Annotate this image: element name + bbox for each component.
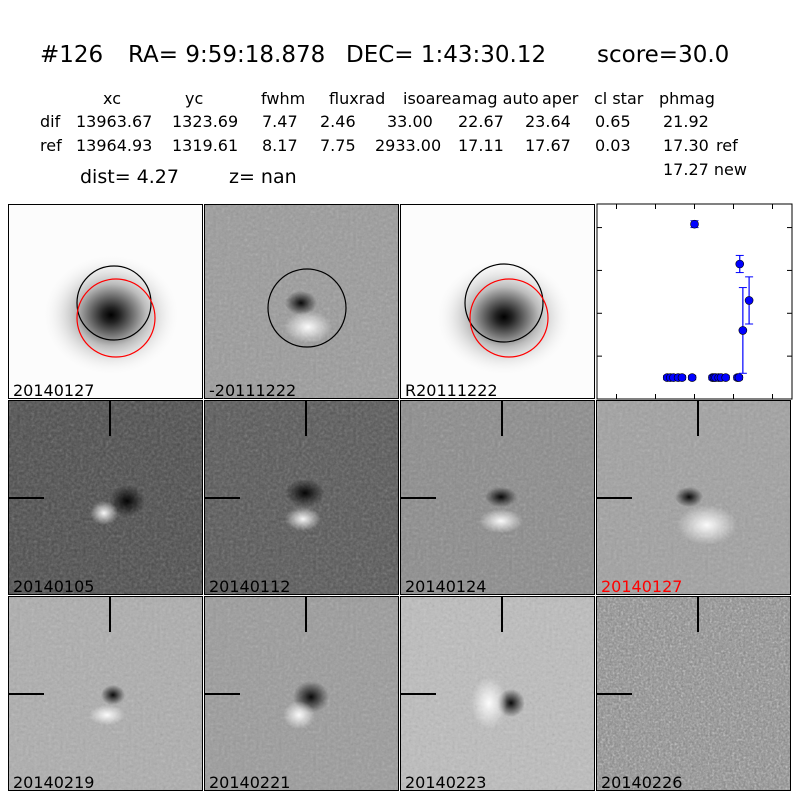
crosshair-vertical xyxy=(501,401,503,436)
table-cell: 13964.93 xyxy=(76,136,153,155)
table-cell: 2933.00 xyxy=(375,136,442,155)
column-header: phmag xyxy=(659,89,715,108)
row-suffix: ref xyxy=(716,136,738,155)
data-point xyxy=(690,219,699,229)
table-cell: 22.67 xyxy=(458,112,504,131)
table-cell: 23.64 xyxy=(525,112,571,131)
row-label: dif xyxy=(40,112,61,131)
cutout-panel: 20140127 xyxy=(596,400,791,595)
panel-label: 20140219 xyxy=(13,773,95,791)
crosshair-vertical xyxy=(109,401,111,436)
crosshair-vertical xyxy=(109,597,111,632)
crosshair-horizontal xyxy=(9,497,44,499)
data-point xyxy=(677,373,687,382)
crosshair-vertical xyxy=(697,401,699,436)
table-cell: 8.17 xyxy=(262,136,298,155)
difference-image-panel: -20111222 xyxy=(204,204,399,399)
table-cell: 0.65 xyxy=(595,112,631,131)
table-cell: 2.46 xyxy=(320,112,356,131)
panel-label: 20140105 xyxy=(13,577,95,595)
cutout-panel: 20140124 xyxy=(400,400,595,595)
row-label: ref xyxy=(40,136,62,155)
cutout-panel: 20140219 xyxy=(8,596,203,791)
dec-value: DEC= 1:43:30.12 xyxy=(346,42,547,68)
new-image-panel: 20140127 xyxy=(8,204,203,399)
panel-label: -20111222 xyxy=(209,381,297,399)
reference-circle xyxy=(76,265,152,341)
ra-value: RA= 9:59:18.878 xyxy=(128,42,326,68)
crosshair-horizontal xyxy=(401,497,436,499)
panel-label: 20140127 xyxy=(13,381,95,399)
panel-label: 20140112 xyxy=(209,577,291,595)
data-point xyxy=(687,373,697,382)
new-mag: 17.27 new xyxy=(663,160,747,179)
column-header: fwhm xyxy=(261,89,306,108)
panel-label: 20140223 xyxy=(405,773,487,791)
panel-label: 20140221 xyxy=(209,773,291,791)
column-header: yc xyxy=(185,89,204,108)
crosshair-vertical xyxy=(305,401,307,436)
data-point xyxy=(734,373,744,382)
cutout-panel: 20140221 xyxy=(204,596,399,791)
table-cell: 17.11 xyxy=(458,136,504,155)
column-header: mag auto xyxy=(462,89,539,108)
crosshair-horizontal xyxy=(205,693,240,695)
cutout-panel: 20140226 xyxy=(596,596,791,791)
light-curve-chart: 2223242526-100-50050100 xyxy=(596,203,800,423)
crosshair-horizontal xyxy=(597,693,632,695)
panel-label: R20111222 xyxy=(405,381,498,399)
panel-label: 20140124 xyxy=(405,577,487,595)
table-cell: 1323.69 xyxy=(172,112,239,131)
table-cell: 0.03 xyxy=(595,136,631,155)
table-cell: 33.00 xyxy=(387,112,433,131)
column-header: xc xyxy=(103,89,121,108)
crosshair-horizontal xyxy=(205,497,240,499)
table-cell: 7.75 xyxy=(320,136,356,155)
table-cell: 17.30 xyxy=(663,136,709,155)
detection-circle xyxy=(76,278,156,358)
table-cell: 7.47 xyxy=(262,112,298,131)
table-cell: 13963.67 xyxy=(76,112,153,131)
column-header: cl star xyxy=(594,89,644,108)
reference-image-panel: R20111222 xyxy=(400,204,595,399)
crosshair-vertical xyxy=(697,597,699,632)
data-point xyxy=(721,373,730,382)
column-header: aper xyxy=(542,89,579,108)
cutout-panel: 20140105 xyxy=(8,400,203,595)
table-cell: 1319.61 xyxy=(172,136,239,155)
z-value: z= nan xyxy=(229,166,297,188)
table-cell: 17.67 xyxy=(525,136,571,155)
crosshair-horizontal xyxy=(9,693,44,695)
table-cell: 21.92 xyxy=(663,112,709,131)
cutout-panel: 20140112 xyxy=(204,400,399,595)
column-header: isoarea xyxy=(403,89,462,108)
candidate-id: #126 xyxy=(40,42,104,68)
data-point xyxy=(735,259,745,269)
crosshair-vertical xyxy=(305,597,307,632)
score-value: score=30.0 xyxy=(597,42,730,68)
crosshair-horizontal xyxy=(401,693,436,695)
crosshair-vertical xyxy=(501,597,503,632)
panel-label: 20140127 xyxy=(601,577,683,595)
dist-value: dist= 4.27 xyxy=(80,166,179,188)
column-header: fluxrad xyxy=(329,89,386,108)
data-point xyxy=(744,296,754,305)
panel-label: 20140226 xyxy=(601,773,683,791)
cutout-panel: 20140223 xyxy=(400,596,595,791)
crosshair-horizontal xyxy=(597,497,632,499)
data-point xyxy=(738,326,748,335)
plot-area xyxy=(596,203,793,400)
